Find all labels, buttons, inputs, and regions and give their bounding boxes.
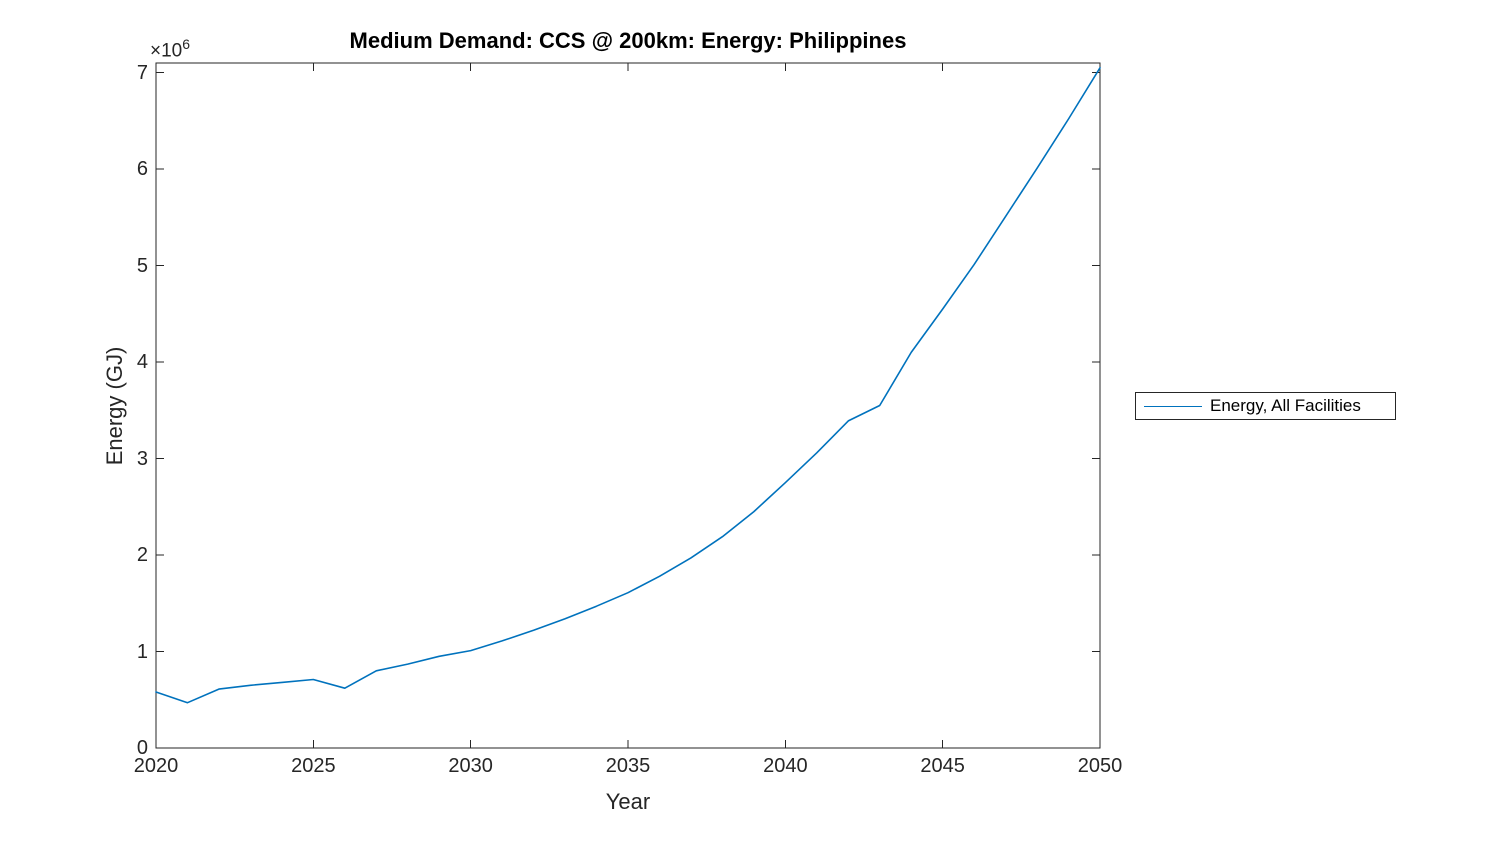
legend-line-sample	[1144, 405, 1202, 407]
y-tick-label: 4	[136, 351, 148, 374]
x-tick-label: 2020	[133, 755, 179, 777]
x-tick-label: 2025	[291, 755, 336, 777]
x-tick-label: 2045	[920, 755, 965, 777]
y-tick-label: 2	[136, 544, 148, 567]
x-tick-label: 2040	[763, 755, 808, 777]
y-axis-exponent-base: ×10	[150, 40, 183, 62]
legend-box: Energy, All Facilities	[1135, 392, 1396, 420]
y-axis-exponent-label: ×106	[150, 36, 190, 62]
y-tick-label: 5	[136, 254, 148, 277]
y-tick-label: 6	[136, 158, 148, 181]
y-tick-label: 7	[136, 61, 148, 84]
y-tick-label: 1	[136, 640, 148, 663]
x-tick-label: 2050	[1077, 755, 1123, 777]
y-tick-label: 0	[136, 737, 148, 759]
axes-frame	[155, 62, 1101, 749]
x-axis-label: Year	[605, 789, 651, 814]
y-axis-exponent-power: 6	[182, 36, 191, 52]
legend-entry-label: Energy, All Facilities	[1210, 396, 1361, 415]
y-axis-label: Energy (GJ)	[102, 346, 127, 466]
chart-title: Medium Demand: CCS @ 200km: Energy: Phil…	[349, 28, 907, 53]
x-tick-label: 2035	[605, 755, 651, 777]
data-line-energy-all-facilities	[155, 67, 1101, 704]
x-tick-label: 2030	[448, 755, 493, 777]
y-tick-label: 3	[136, 447, 148, 470]
